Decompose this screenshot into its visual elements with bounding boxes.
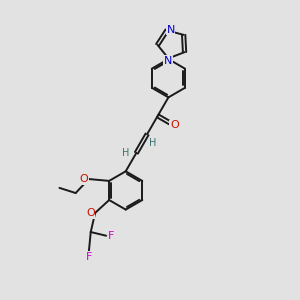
Text: O: O [170, 120, 179, 130]
Text: H: H [148, 138, 156, 148]
Text: H: H [122, 148, 130, 158]
Text: O: O [80, 174, 88, 184]
Text: F: F [108, 231, 115, 241]
Text: F: F [86, 252, 92, 262]
Text: N: N [167, 25, 175, 35]
Text: O: O [86, 208, 95, 218]
Text: N: N [164, 56, 172, 66]
